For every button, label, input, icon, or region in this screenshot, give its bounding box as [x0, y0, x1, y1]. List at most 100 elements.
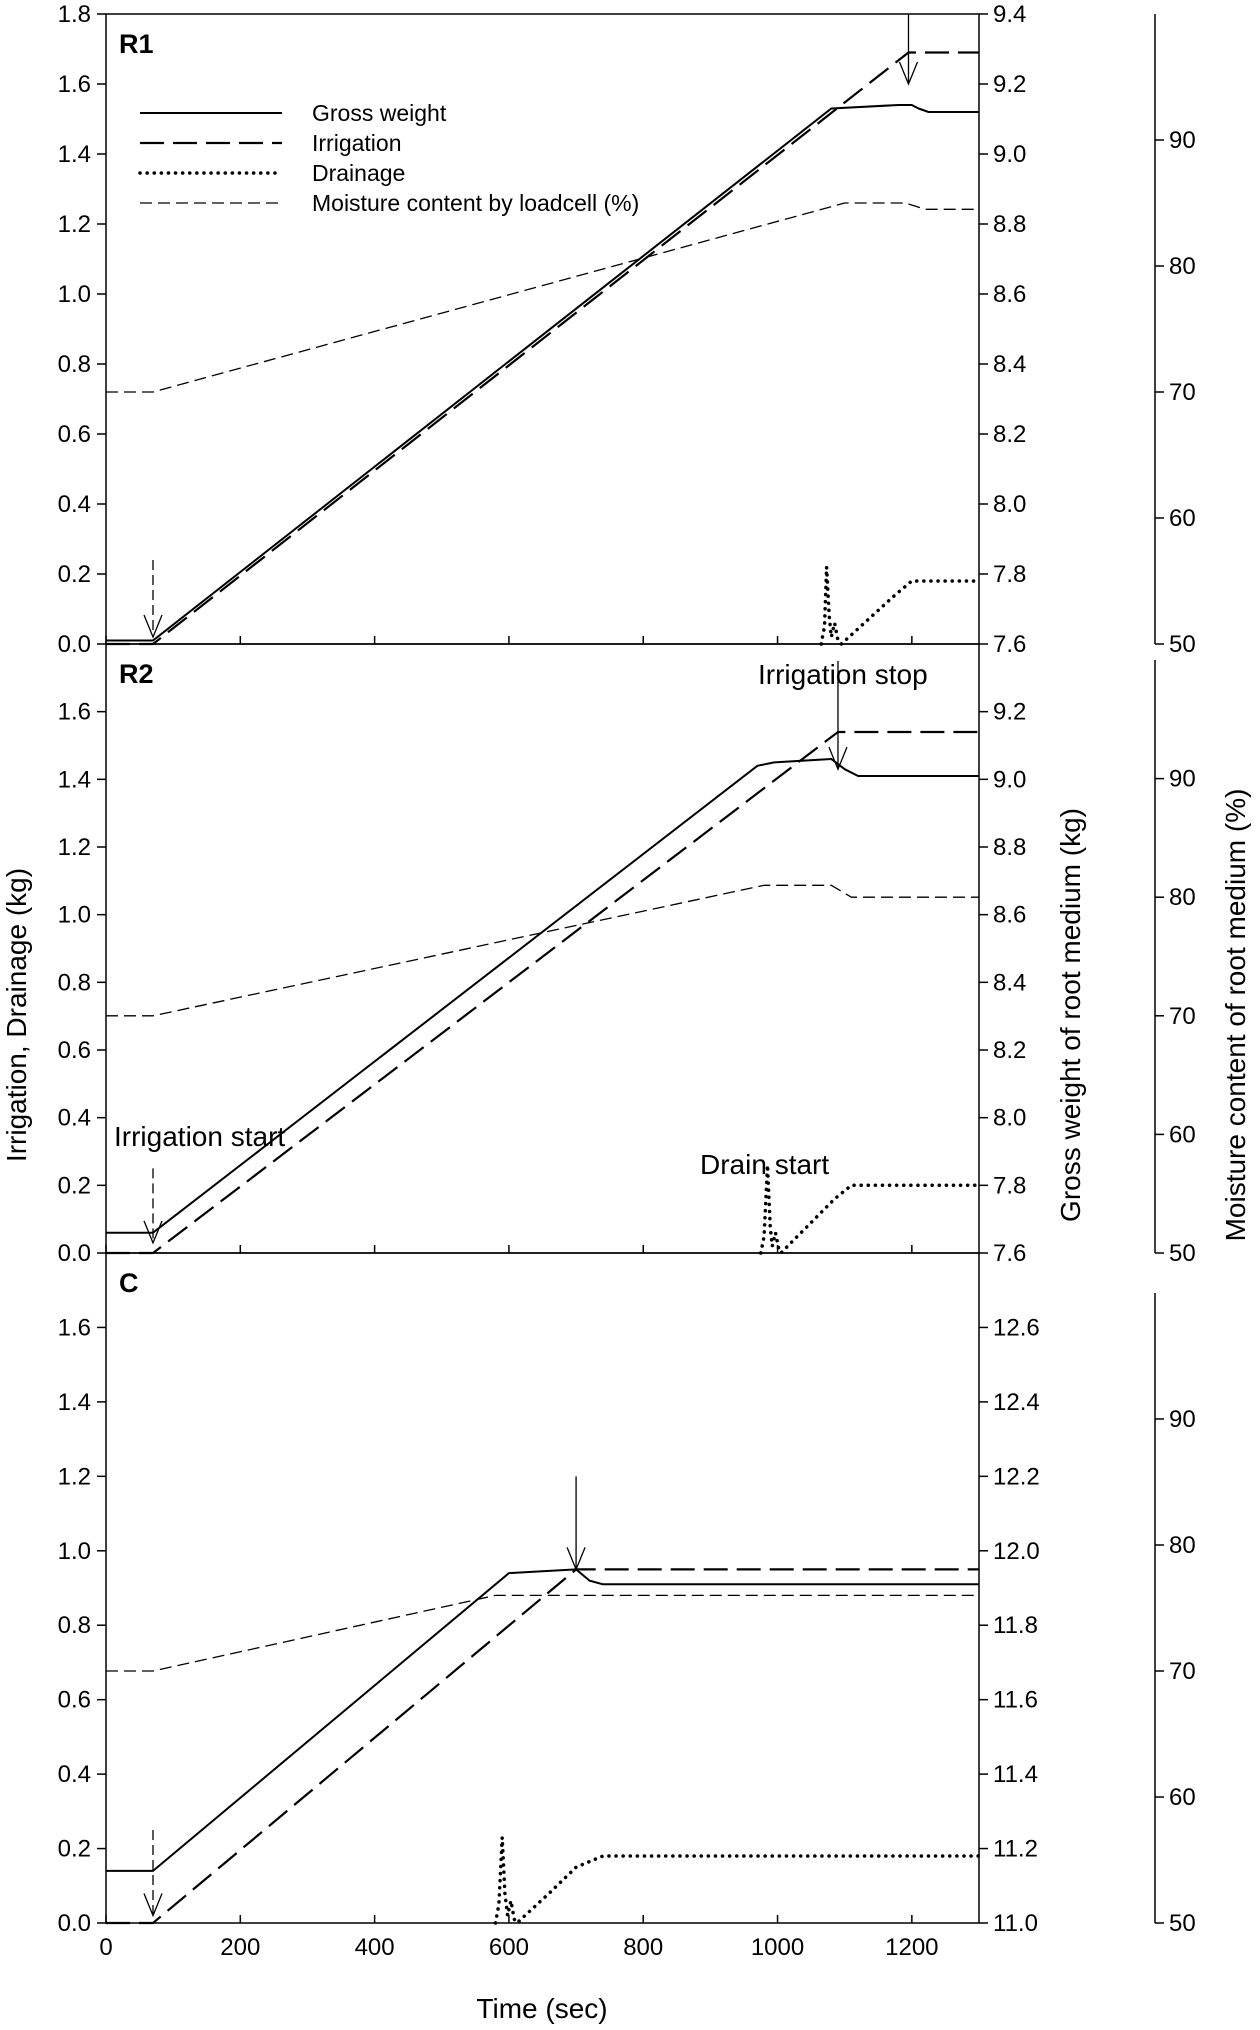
- right-tick-label: 8.2: [993, 1037, 1026, 1064]
- right-tick-label: 11.0: [993, 1910, 1038, 1937]
- panel-label: R2: [119, 659, 154, 689]
- left-tick-label: 1.4: [58, 141, 91, 168]
- right-tick-label: 11.6: [993, 1687, 1038, 1714]
- right-tick-label: 8.6: [993, 902, 1026, 929]
- right-tick-label: 8.0: [993, 491, 1026, 518]
- moisture-tick-label: 70: [1169, 1003, 1196, 1030]
- series-gross-weight: [106, 1568, 979, 1872]
- series-drainage: [493, 1835, 981, 1925]
- moisture-tick-label: 80: [1169, 1532, 1196, 1559]
- x-axis-title: Time (sec): [476, 1993, 607, 2024]
- moisture-tick-label: 50: [1169, 631, 1196, 658]
- right-tick-label: 8.2: [993, 421, 1026, 448]
- right-tick-label: 8.0: [993, 1105, 1026, 1132]
- right-tick-label: 12.2: [993, 1463, 1040, 1490]
- right-tick-label: 8.8: [993, 834, 1026, 861]
- right-tick-label: 7.8: [993, 561, 1026, 588]
- legend-label-drainage: Drainage: [312, 160, 405, 186]
- moisture-tick-label: 70: [1169, 379, 1196, 406]
- moisture-tick-label: 70: [1169, 1658, 1196, 1685]
- arrow-head: [828, 746, 848, 771]
- moisture-tick-label: 60: [1169, 1121, 1196, 1148]
- right-tick-label: 8.4: [993, 969, 1026, 996]
- left-tick-label: 1.4: [58, 766, 91, 793]
- arrow-head: [143, 1893, 163, 1918]
- moisture-tick-label: 90: [1169, 1406, 1196, 1433]
- left-axis-title: Irrigation, Drainage (kg): [1, 868, 32, 1162]
- legend-label-irrigation: Irrigation: [312, 130, 401, 156]
- x-tick-label: 1000: [751, 1934, 804, 1961]
- series-gross-weight: [106, 104, 979, 642]
- moisture-tick-label: 60: [1169, 1784, 1196, 1811]
- arrow-head: [898, 61, 919, 86]
- right-tick-label: 9.2: [993, 71, 1026, 98]
- left-tick-label: 0.4: [58, 1761, 91, 1788]
- right-tick-label: 7.6: [993, 1240, 1026, 1267]
- x-tick-label: 800: [623, 1934, 663, 1961]
- legend-label-gross-weight: Gross weight: [312, 100, 447, 126]
- left-tick-label: 0.4: [58, 1105, 91, 1132]
- x-tick-label: 600: [489, 1934, 529, 1961]
- right-tick-label: 9.0: [993, 766, 1026, 793]
- left-tick-label: 0.0: [58, 1910, 91, 1937]
- panel-c: 0.0 0.2 0.4 0.6 0.8 1.0 1.2 1.4 1.6 11.0 11.2 11.4 1…: [58, 1252, 1196, 1961]
- right-tick-label: 8.4: [993, 351, 1026, 378]
- right-tick-label: 7.8: [993, 1172, 1026, 1199]
- moisture-tick-label: 50: [1169, 1240, 1196, 1267]
- right-tick-label: 9.4: [993, 1, 1026, 28]
- right-tick-label: 9.0: [993, 141, 1026, 168]
- left-tick-label: 0.4: [58, 491, 91, 518]
- right-tick-label: 11.2: [993, 1836, 1038, 1863]
- series-moisture-content-by-loadcell: [106, 1594, 979, 1672]
- right-tick-label: 12.4: [993, 1389, 1040, 1416]
- left-tick-label: 1.6: [58, 71, 91, 98]
- left-tick-label: 0.2: [58, 561, 91, 588]
- left-tick-label: 0.6: [58, 1037, 91, 1064]
- left-tick-label: 0.0: [58, 631, 91, 658]
- x-tick-label: 400: [355, 1934, 395, 1961]
- left-tick-label: 1.0: [58, 902, 91, 929]
- right-tick-label: 7.6: [993, 631, 1026, 658]
- x-tick-label: 200: [220, 1934, 260, 1961]
- annotation-irrigation-stop: Irrigation stop: [758, 659, 928, 690]
- series-gross-weight: [106, 758, 979, 1234]
- plot-frame: [105, 643, 980, 1254]
- x-tick-label: 1200: [885, 1934, 938, 1961]
- right-tick-label: 11.8: [993, 1612, 1038, 1639]
- series-moisture-content-by-loadcell: [106, 884, 979, 1017]
- panel-label: C: [119, 1268, 139, 1298]
- right-tick-label: 9.2: [993, 699, 1026, 726]
- panels: 0.0 0.2 0.4 0.6 0.8 1.0 1.2 1.4 1.6 1.8 7.6 7.8 8.0 8…: [58, 1, 1196, 1961]
- moisture-tick-label: 80: [1169, 253, 1196, 280]
- arrow-head: [143, 614, 163, 639]
- left-tick-label: 0.8: [58, 351, 91, 378]
- moisture-tick-label: 90: [1169, 766, 1196, 793]
- right-tick-label: 8.6: [993, 281, 1026, 308]
- left-tick-label: 1.2: [58, 1463, 91, 1490]
- legend-label-moisture: Moisture content by loadcell (%): [312, 190, 639, 216]
- moisture-tick-label: 90: [1169, 127, 1196, 154]
- left-tick-label: 1.4: [58, 1389, 91, 1416]
- left-tick-label: 1.2: [58, 834, 91, 861]
- right-tick-label: 11.4: [993, 1761, 1038, 1788]
- left-tick-label: 1.2: [58, 211, 91, 238]
- series-drainage: [819, 565, 981, 646]
- left-tick-label: 1.6: [58, 1314, 91, 1341]
- moisture-tick-label: 50: [1169, 1910, 1196, 1937]
- right-tick-label: 12.6: [993, 1314, 1040, 1341]
- right-axis-title: Gross weight of root medium (kg): [1055, 808, 1086, 1222]
- left-tick-label: 0.0: [58, 1240, 91, 1267]
- left-tick-label: 0.6: [58, 421, 91, 448]
- moisture-tick-label: 80: [1169, 884, 1196, 911]
- series-irrigation: [106, 51, 979, 646]
- left-tick-label: 0.6: [58, 1687, 91, 1714]
- series-irrigation: [106, 730, 979, 1255]
- arrow-head: [566, 1547, 586, 1572]
- right-tick-label: 12.0: [993, 1538, 1040, 1565]
- x-tick-label: 0: [99, 1934, 112, 1961]
- annotation-drain-start: Drain start: [700, 1149, 829, 1180]
- left-tick-label: 0.8: [58, 969, 91, 996]
- left-tick-label: 0.8: [58, 1612, 91, 1639]
- left-tick-label: 1.8: [58, 1, 91, 28]
